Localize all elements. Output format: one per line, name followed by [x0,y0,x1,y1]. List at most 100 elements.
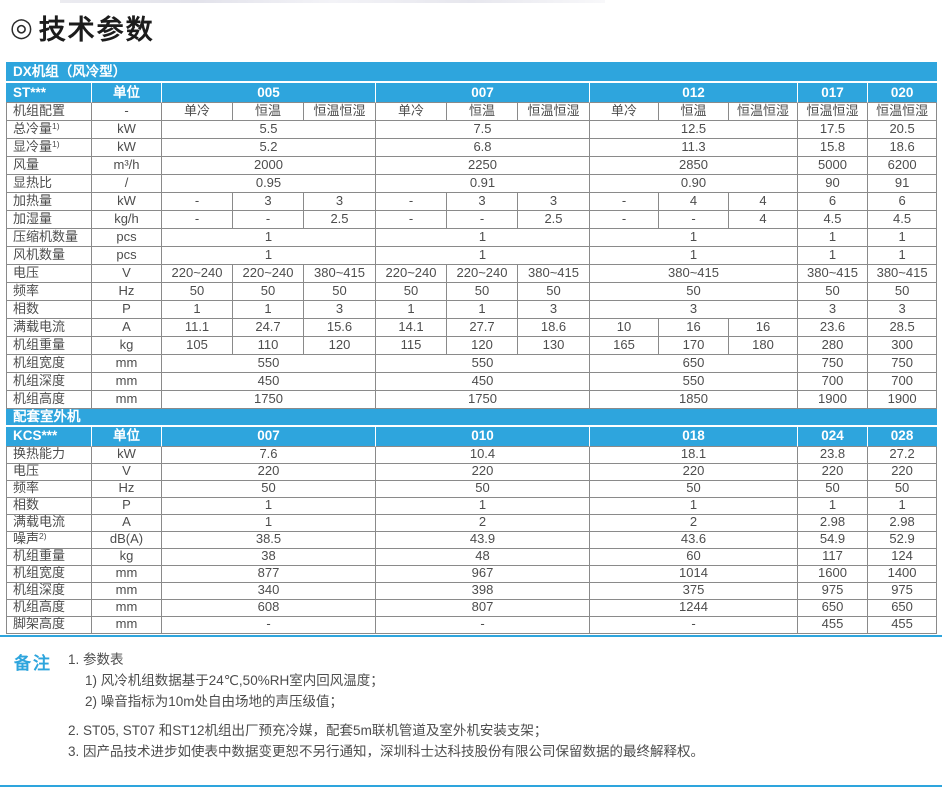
value-cell: - [590,193,659,211]
value-cell: 18.6 [868,139,938,157]
page-title: ◎ 技术参数 [10,8,942,46]
model-column-020: 020 [868,83,938,103]
value-cell: 1 [798,229,868,247]
value-cell: - [162,193,233,211]
scan-artifact [60,0,605,3]
notes-section: 备注 1. 参数表 1) 风冷机组数据基于24℃,50%RH室内回风温度； 2) 噪… [14,649,942,762]
value-cell: 700 [868,373,938,391]
value-cell: 3 [590,301,798,319]
unit-cell: mm [92,355,162,373]
unit-cell: m³/h [92,157,162,175]
value-cell: 1 [162,247,376,265]
row-label: 总冷量1) [6,121,92,139]
value-cell: 恒温 [447,103,518,121]
value-cell: 124 [868,548,938,566]
value-cell: 170 [659,337,729,355]
value-cell: 1750 [376,391,590,409]
row-label: 机组高度 [6,391,92,409]
value-cell: 1 [162,514,376,532]
row-label: 风机数量 [6,247,92,265]
value-cell: 单冷 [376,103,447,121]
value-cell: - [659,211,729,229]
value-cell: 3 [304,193,376,211]
value-cell: 650 [590,355,798,373]
unit-column-header: 单位 [92,426,162,447]
value-cell: 20.5 [868,121,938,139]
row-label: 显冷量1) [6,139,92,157]
unit-cell: V [92,463,162,481]
value-cell: 380~415 [590,265,798,283]
value-cell: 11.3 [590,139,798,157]
value-cell: 27.2 [868,446,938,464]
value-cell: 3 [518,301,590,319]
value-cell: 50 [447,283,518,301]
unit-cell: / [92,175,162,193]
value-cell: 2.98 [868,514,938,532]
value-cell: 380~415 [868,265,938,283]
unit-cell: kW [92,121,162,139]
row-label: 机组重量 [6,337,92,355]
value-cell: 650 [798,599,868,617]
value-cell: 4 [729,211,798,229]
model-column-024: 024 [798,426,868,447]
value-cell: 550 [162,355,376,373]
unit-cell: mm [92,599,162,617]
row-label: 机组宽度 [6,565,92,583]
value-cell: 38 [162,548,376,566]
value-cell: 恒温恒湿 [798,103,868,121]
value-cell: 16 [659,319,729,337]
value-cell: 450 [162,373,376,391]
value-cell: 1 [376,497,590,515]
value-cell: 24.7 [233,319,304,337]
unit-cell: mm [92,565,162,583]
unit-cell: A [92,514,162,532]
unit-cell: Hz [92,283,162,301]
value-cell: 恒温 [659,103,729,121]
value-cell: 5.5 [162,121,376,139]
row-label: 加湿量 [6,211,92,229]
unit-cell: P [92,301,162,319]
note-item: 2. ST05, ST07 和ST12机组出厂预充冷媒，配套5m联机管道及室外机… [68,722,548,738]
value-cell: 450 [376,373,590,391]
value-cell: 恒温恒湿 [304,103,376,121]
value-cell: 11.1 [162,319,233,337]
value-cell: 1 [376,247,590,265]
unit-cell: kg [92,337,162,355]
value-cell: 恒温恒湿 [868,103,938,121]
row-label: 满载电流 [6,319,92,337]
value-cell: 1 [868,229,938,247]
value-cell: 550 [590,373,798,391]
value-cell: 1 [233,301,304,319]
value-cell: 2000 [162,157,376,175]
row-label: 相数 [6,497,92,515]
value-cell: 300 [868,337,938,355]
value-cell: 877 [162,565,376,583]
value-cell: 1 [376,229,590,247]
value-cell: 220 [868,463,938,481]
value-cell: 380~415 [304,265,376,283]
value-cell: 220~240 [376,265,447,283]
value-cell: 单冷 [590,103,659,121]
note-item: 3. 因产品技术进步如使表中数据变更恕不另行通知，深圳科士达科技股份有限公司保留… [68,743,705,759]
unit-cell: mm [92,373,162,391]
value-cell: 455 [868,616,938,634]
value-cell: 130 [518,337,590,355]
value-cell: - [590,616,798,634]
value-cell: 23.8 [798,446,868,464]
value-cell: 750 [868,355,938,373]
value-cell: 3 [518,193,590,211]
value-cell: 6 [798,193,868,211]
value-cell: 608 [162,599,376,617]
model-series-label: ST*** [6,83,92,103]
value-cell: 280 [798,337,868,355]
value-cell: 2.5 [518,211,590,229]
value-cell: 50 [590,480,798,498]
value-cell: 220 [590,463,798,481]
row-label: 相数 [6,301,92,319]
row-label: 显热比 [6,175,92,193]
value-cell: 90 [798,175,868,193]
section-band: DX机组（风冷型） [6,62,938,83]
value-cell: 54.9 [798,531,868,549]
value-cell: 220 [162,463,376,481]
value-cell: 1 [162,301,233,319]
